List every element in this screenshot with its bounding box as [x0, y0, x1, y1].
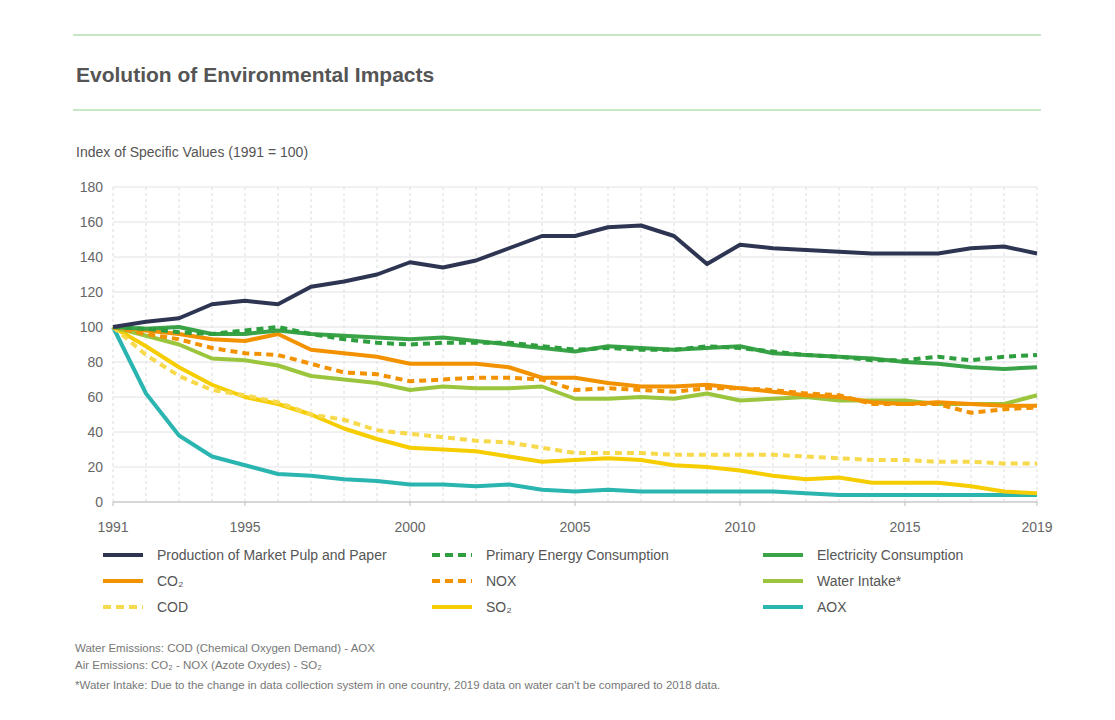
x-grid-line	[443, 187, 444, 502]
subtitle: Index of Specific Values (1991 = 100)	[76, 144, 308, 160]
legend-label: NOX	[486, 573, 517, 589]
legend-label: Primary Energy Consumption	[486, 547, 669, 563]
y-tick-label: 140	[80, 249, 104, 265]
y-tick-label: 160	[80, 214, 104, 230]
x-tick	[410, 502, 411, 506]
legend-swatch	[103, 553, 143, 557]
x-grid-line	[278, 187, 279, 502]
series-line	[113, 327, 1037, 495]
x-tick-label: 2000	[394, 519, 425, 535]
title: Evolution of Environmental Impacts	[76, 63, 434, 86]
series-line	[113, 226, 1037, 328]
top-rule	[73, 34, 1041, 35]
y-grid-line	[113, 292, 1037, 293]
x-grid-line	[806, 187, 807, 502]
title-rule	[73, 109, 1041, 110]
legend-swatch	[763, 553, 803, 557]
y-tick-label: 80	[87, 354, 103, 370]
y-tick-label: 20	[87, 459, 103, 475]
y-tick-label: 0	[95, 494, 103, 510]
x-grid-line	[905, 187, 906, 502]
x-tick	[740, 502, 741, 506]
legend-label: COD	[157, 599, 188, 615]
legend-label: CO₂	[157, 573, 183, 589]
grid	[113, 187, 1037, 502]
x-grid-line	[410, 187, 411, 502]
x-grid-line	[245, 187, 246, 502]
y-grid-line	[113, 257, 1037, 258]
x-grid-line	[872, 187, 873, 502]
x-tick-label: 1995	[229, 519, 260, 535]
legend-swatch	[103, 579, 143, 583]
y-tick-label: 180	[80, 179, 104, 195]
x-grid-line	[113, 187, 114, 502]
footnote: Water Emissions: COD (Chemical Oxygen De…	[75, 642, 375, 654]
x-grid-line	[707, 187, 708, 502]
x-grid-line	[1004, 187, 1005, 502]
chart: Evolution of Environmental Impacts Index …	[0, 0, 1115, 720]
legend: Production of Market Pulp and Paper Prima…	[103, 547, 963, 615]
legend-swatch	[763, 605, 803, 609]
y-tick-label: 120	[80, 284, 104, 300]
x-grid-line	[971, 187, 972, 502]
y-tick-label: 100	[80, 319, 104, 335]
y-tick-label: 40	[87, 424, 103, 440]
legend-swatch	[103, 605, 143, 609]
legend-label: SO₂	[486, 599, 512, 615]
x-tick-label: 1991	[97, 519, 128, 535]
legend-label: Water Intake*	[817, 573, 902, 589]
footnote: *Water Intake: Due to the change in data…	[75, 679, 720, 691]
legend-swatch	[432, 553, 472, 557]
series-line	[113, 327, 1037, 360]
series-line	[113, 327, 1037, 413]
y-grid-line	[113, 187, 1037, 188]
x-tick-label: 2010	[724, 519, 755, 535]
series-line	[113, 327, 1037, 406]
lines	[113, 226, 1037, 496]
x-grid-line	[344, 187, 345, 502]
x-tick	[905, 502, 906, 506]
series-line	[113, 327, 1037, 369]
footnote: Air Emissions: CO₂ - NOX (Azote Oxydes) …	[75, 659, 322, 671]
x-tick-label: 2019	[1021, 519, 1052, 535]
x-tick	[245, 502, 246, 506]
legend-swatch	[432, 605, 472, 609]
legend-swatch	[763, 579, 803, 583]
y-grid-line	[113, 432, 1037, 433]
legend-label: AOX	[817, 599, 847, 615]
x-tick-label: 2005	[559, 519, 590, 535]
x-grid-line	[839, 187, 840, 502]
x-grid-line	[311, 187, 312, 502]
x-tick-label: 2015	[889, 519, 920, 535]
series-line	[113, 327, 1037, 493]
legend-swatch	[432, 579, 472, 583]
legend-label: Production of Market Pulp and Paper	[157, 547, 387, 563]
x-tick	[575, 502, 576, 506]
series-line	[113, 327, 1037, 464]
x-grid-line	[1037, 187, 1038, 502]
y-grid-line	[113, 327, 1037, 328]
y-grid-line	[113, 222, 1037, 223]
x-grid-line	[938, 187, 939, 502]
y-tick-label: 60	[87, 389, 103, 405]
legend-label: Electricity Consumption	[817, 547, 963, 563]
x-tick	[1037, 502, 1038, 506]
x-tick	[113, 502, 114, 506]
